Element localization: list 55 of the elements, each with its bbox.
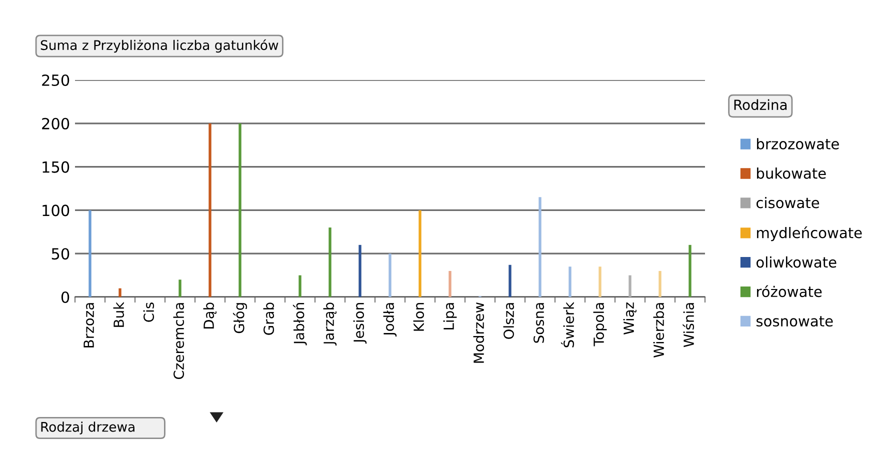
x-tick-label: Dąb	[203, 302, 217, 329]
legend-label: cisowate	[756, 196, 820, 208]
bar	[418, 210, 422, 297]
y-tick-label: 200	[42, 118, 70, 130]
x-tick-label: Wiąz	[623, 302, 637, 334]
x-tick-label: Olsza	[503, 303, 514, 339]
chart-title: Suma z Przybliżona liczba gatunków	[40, 39, 278, 53]
x-tick-label: Wiśnia	[682, 303, 694, 348]
x-tick-label: Topola	[593, 303, 607, 346]
bar	[328, 228, 332, 297]
legend-label: brzozowate	[757, 138, 839, 150]
legend-label: sosnowate	[756, 316, 833, 327]
legend-label: różowate	[757, 285, 822, 298]
x-tick-label: Klon	[413, 303, 424, 331]
x-tick-label: Cis	[143, 302, 154, 322]
bar	[658, 270, 662, 297]
x-tick-label: Jabłoń	[292, 303, 307, 346]
x-tick-label: Brzoza	[84, 303, 94, 348]
x-tick-label: Jodła	[383, 303, 397, 336]
legend-label: bukowate	[757, 168, 826, 179]
bar	[508, 264, 512, 297]
bar	[628, 275, 632, 297]
x-tick-label: Grab	[263, 302, 274, 335]
x-tick-label: Modrzew	[473, 302, 484, 363]
legend-label: oliwkowate	[756, 256, 836, 268]
bar	[238, 123, 242, 297]
bar	[208, 123, 212, 297]
legend-title: Rodzina	[734, 99, 787, 110]
y-tick-label: 250	[42, 74, 70, 86]
y-tick-label: 100	[42, 204, 70, 216]
bar	[178, 280, 182, 297]
x-tick-label: Wierzba	[653, 303, 664, 358]
x-tick-label: Czeremcha	[173, 303, 184, 380]
bar	[118, 288, 122, 297]
x-axis-title: Rodzaj drzewa	[41, 422, 134, 434]
bar	[688, 244, 692, 297]
y-tick-label: 0	[61, 291, 70, 304]
y-tick-label: 50	[52, 248, 70, 260]
bar	[538, 197, 542, 297]
x-tick-label: Lipa	[443, 303, 457, 330]
y-tick-label: 150	[42, 161, 70, 173]
x-tick-label: Sosna	[534, 303, 544, 343]
bar	[598, 266, 602, 297]
x-tick-label: Buk	[113, 302, 124, 327]
bar	[358, 244, 362, 297]
bar	[568, 266, 572, 297]
x-tick-label: Świerk	[560, 302, 574, 348]
x-tick-label: Jesion	[353, 303, 367, 344]
x-tick-label: Głóg	[233, 303, 247, 334]
x-tick-label: Jarząb	[323, 302, 337, 346]
legend-label: mydleńcowate	[757, 226, 862, 242]
bar	[88, 210, 92, 297]
bar	[298, 275, 302, 297]
bar	[448, 270, 452, 297]
bar	[388, 254, 392, 297]
